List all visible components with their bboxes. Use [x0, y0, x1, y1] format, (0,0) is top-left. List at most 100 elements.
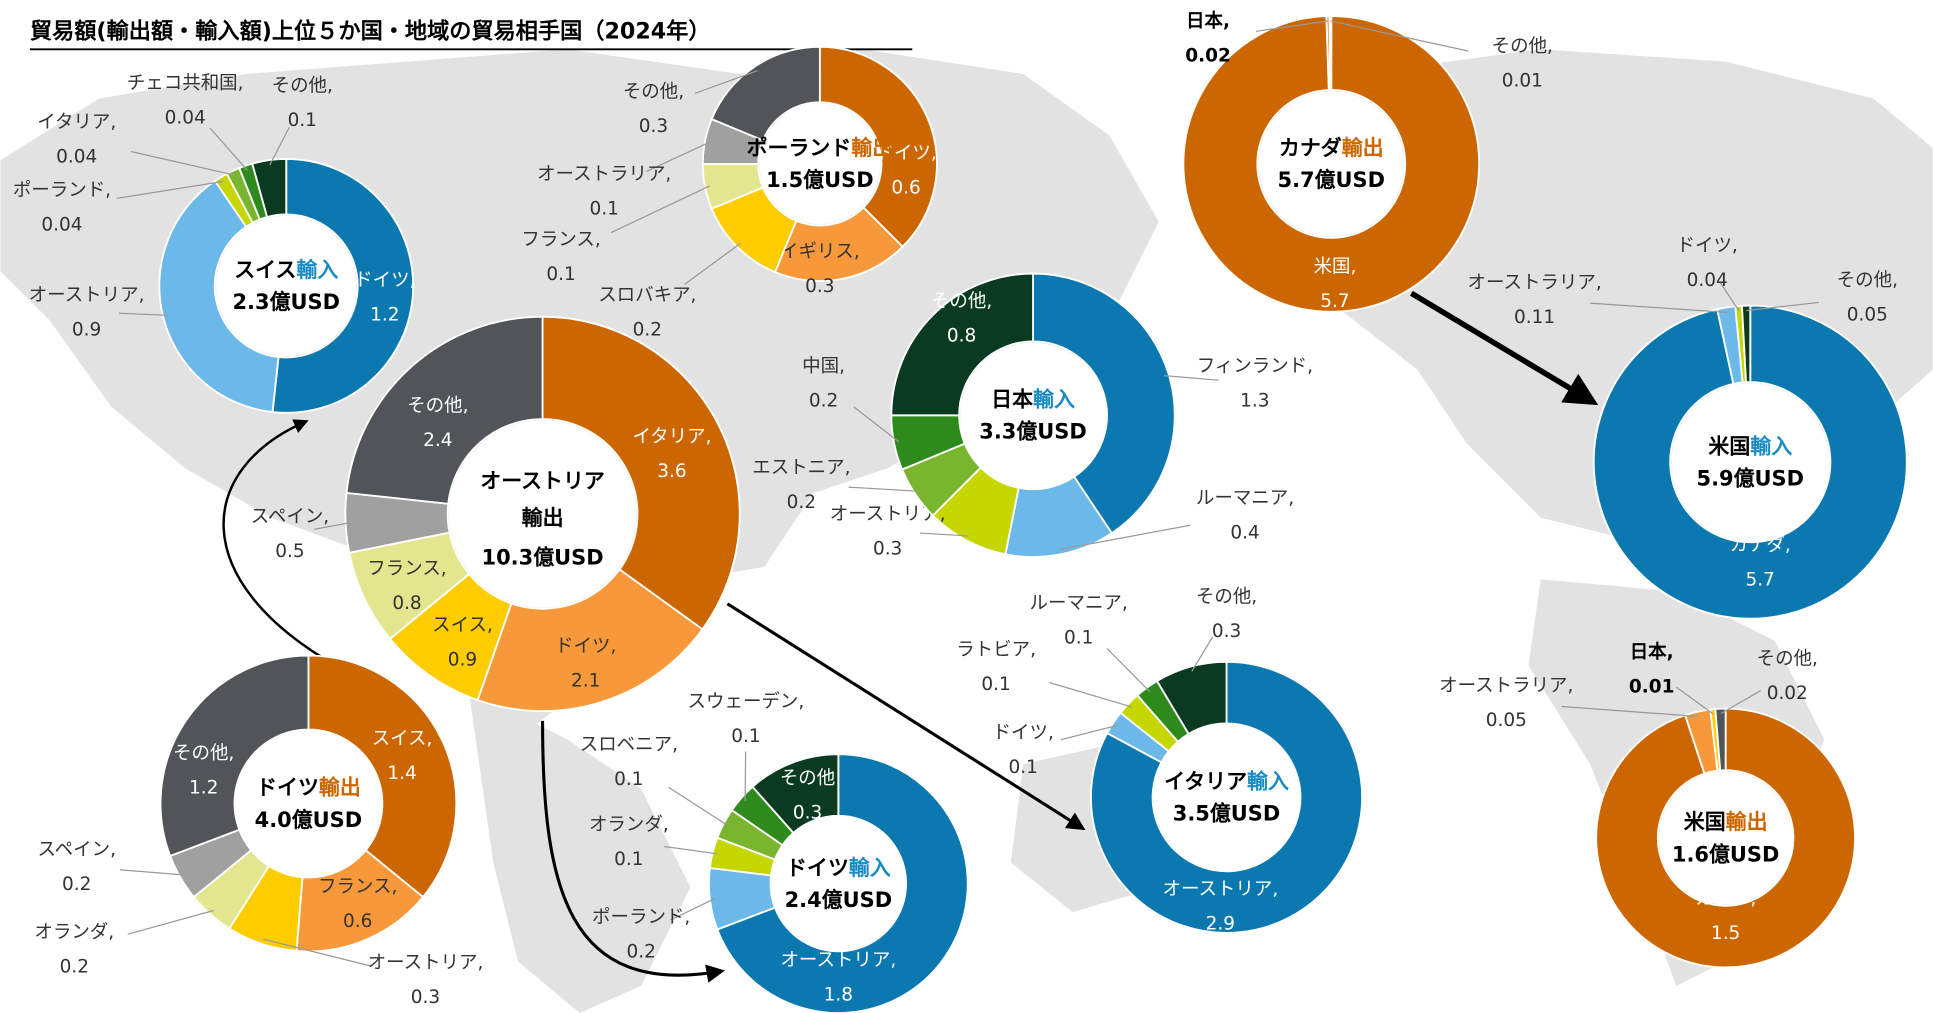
center-total: 3.3億USD: [979, 420, 1087, 444]
donut-hole: [1671, 383, 1830, 542]
slice-label: その他,: [173, 743, 234, 764]
slice-value: 0.04: [56, 147, 97, 168]
slice-value: 0.04: [165, 107, 206, 128]
slice-label: その他,: [931, 291, 992, 312]
slice: [159, 654, 310, 858]
slice-label: ラトビア,: [956, 640, 1036, 661]
donut-chart: カナダ,1.5オーストラリア,0.05日本,0.01その他,0.02米国輸出1.…: [1439, 641, 1856, 969]
slice-value: 0.1: [288, 110, 317, 131]
slice-value: 1.3: [1240, 391, 1269, 412]
slice: [1182, 15, 1481, 313]
slice-value: 0.3: [639, 116, 668, 137]
leader-line: [684, 242, 741, 285]
slice-label: オーストラリア,: [537, 164, 671, 185]
slice-value: 0.04: [41, 215, 82, 236]
slice-label: オーストリア,: [1162, 879, 1278, 900]
leader-line: [209, 127, 248, 171]
slice-value: 0.2: [60, 956, 89, 977]
slice-label: ドイツ,: [875, 143, 936, 164]
slice-label: オーストラリア,: [1439, 675, 1573, 696]
leader-line: [314, 522, 351, 530]
slice-value: 0.6: [891, 178, 920, 199]
leader-line: [694, 70, 758, 94]
slice-label: その他,: [1196, 587, 1257, 608]
center-title: ドイツ輸入: [786, 856, 891, 880]
slice-value: 0.11: [1514, 307, 1555, 328]
leader-line: [116, 180, 224, 199]
slice-value: 0.1: [546, 264, 575, 285]
leader-line: [1060, 724, 1118, 741]
donut-hole: [215, 215, 357, 357]
center-total: 5.9億USD: [1697, 466, 1805, 490]
slice-label: オーストリア,: [368, 953, 484, 974]
slice-value: 2.1: [571, 670, 600, 691]
donut-hole: [1153, 724, 1300, 871]
donut-hole: [1659, 771, 1793, 905]
slice-value: 0.02: [1767, 683, 1808, 704]
slice-value: 1.5: [1711, 923, 1740, 944]
leader-line: [919, 532, 969, 537]
slice-label: エストニア,: [752, 457, 850, 478]
slice-value: 0.9: [448, 650, 477, 671]
slice-value: 0.3: [411, 987, 440, 1008]
slice-value: 0.1: [614, 849, 643, 870]
donut-hole: [235, 730, 382, 877]
slice-label: その他,: [1837, 270, 1898, 291]
slice-value: 0.1: [589, 199, 618, 220]
center-total: 1.5億USD: [766, 168, 874, 192]
center-flow: 輸出: [1726, 810, 1768, 834]
leader-line: [664, 845, 718, 855]
slice-label: ドイツ,: [354, 270, 415, 291]
slice-label: ルーマニア,: [1030, 593, 1128, 614]
slice-label: ルーマニア,: [1196, 488, 1294, 509]
slice-label: その他,: [407, 396, 468, 417]
center-name: 日本: [991, 388, 1033, 412]
slice-label: 米国,: [1314, 256, 1357, 277]
slice-value: 3.6: [657, 461, 686, 482]
slice-label: スロバキア,: [598, 285, 696, 306]
slice-label: イタリア,: [37, 112, 116, 133]
leader-line: [668, 786, 729, 827]
center-title: カナダ輸出: [1279, 136, 1384, 160]
slice-value: 0.1: [981, 674, 1010, 695]
slice: [307, 654, 458, 899]
slice: [541, 315, 741, 631]
center-name: スイス: [234, 258, 296, 282]
donut-hole: [960, 342, 1106, 489]
center-title: 日本輸入: [991, 388, 1075, 412]
leader-line: [127, 909, 214, 935]
donut-hole: [771, 817, 905, 951]
donut-chart: オーストリア, 1.8 ポーランド, 0.2 オランダ, 0.1 スロベニア, 0.1 スウェー…: [580, 691, 969, 1013]
slice-label: 日本,: [1186, 10, 1230, 32]
slice-value: 0.6: [343, 911, 372, 932]
center-flow: 輸入: [1247, 770, 1289, 794]
slice-label: ポーランド,: [13, 180, 111, 201]
center-title: ポーランド輸出: [747, 136, 894, 160]
slice-label: ドイツ,: [993, 722, 1054, 743]
slice: [271, 158, 415, 414]
slice-label: スロベニア,: [580, 735, 678, 756]
center-total: 2.4億USD: [785, 888, 893, 912]
donut-chart: イタリア, 3.6 ドイツ, 2.1 スイス, 0.9 フランス, 0.8 スペイン, 0.5 その…: [251, 315, 741, 712]
leader-line: [610, 185, 711, 234]
slice: [890, 272, 1034, 417]
center-total: 4.0億USD: [255, 808, 363, 832]
center-name: オーストリア: [480, 469, 605, 493]
center-name: 米国: [1708, 434, 1750, 458]
slice: [158, 179, 280, 414]
slice-label: オランダ,: [589, 815, 669, 836]
leader-line: [1049, 681, 1133, 708]
slice-value: 0.3: [793, 802, 822, 823]
donut-chart: フィンランド, 1.3 ルーマニア, 0.4 オーストリア, 0.3 エストニア, 0.2 中国…: [752, 272, 1313, 560]
center-flow: 輸入: [1033, 388, 1075, 412]
leader-line: [119, 869, 185, 876]
slice-label: その他,: [1492, 36, 1553, 57]
slice-label: オランダ,: [34, 922, 114, 943]
slice-label: フィンランド,: [1197, 356, 1313, 377]
arrows: [222, 290, 1599, 983]
leader-line: [269, 127, 290, 166]
leader-line: [1589, 302, 1728, 313]
